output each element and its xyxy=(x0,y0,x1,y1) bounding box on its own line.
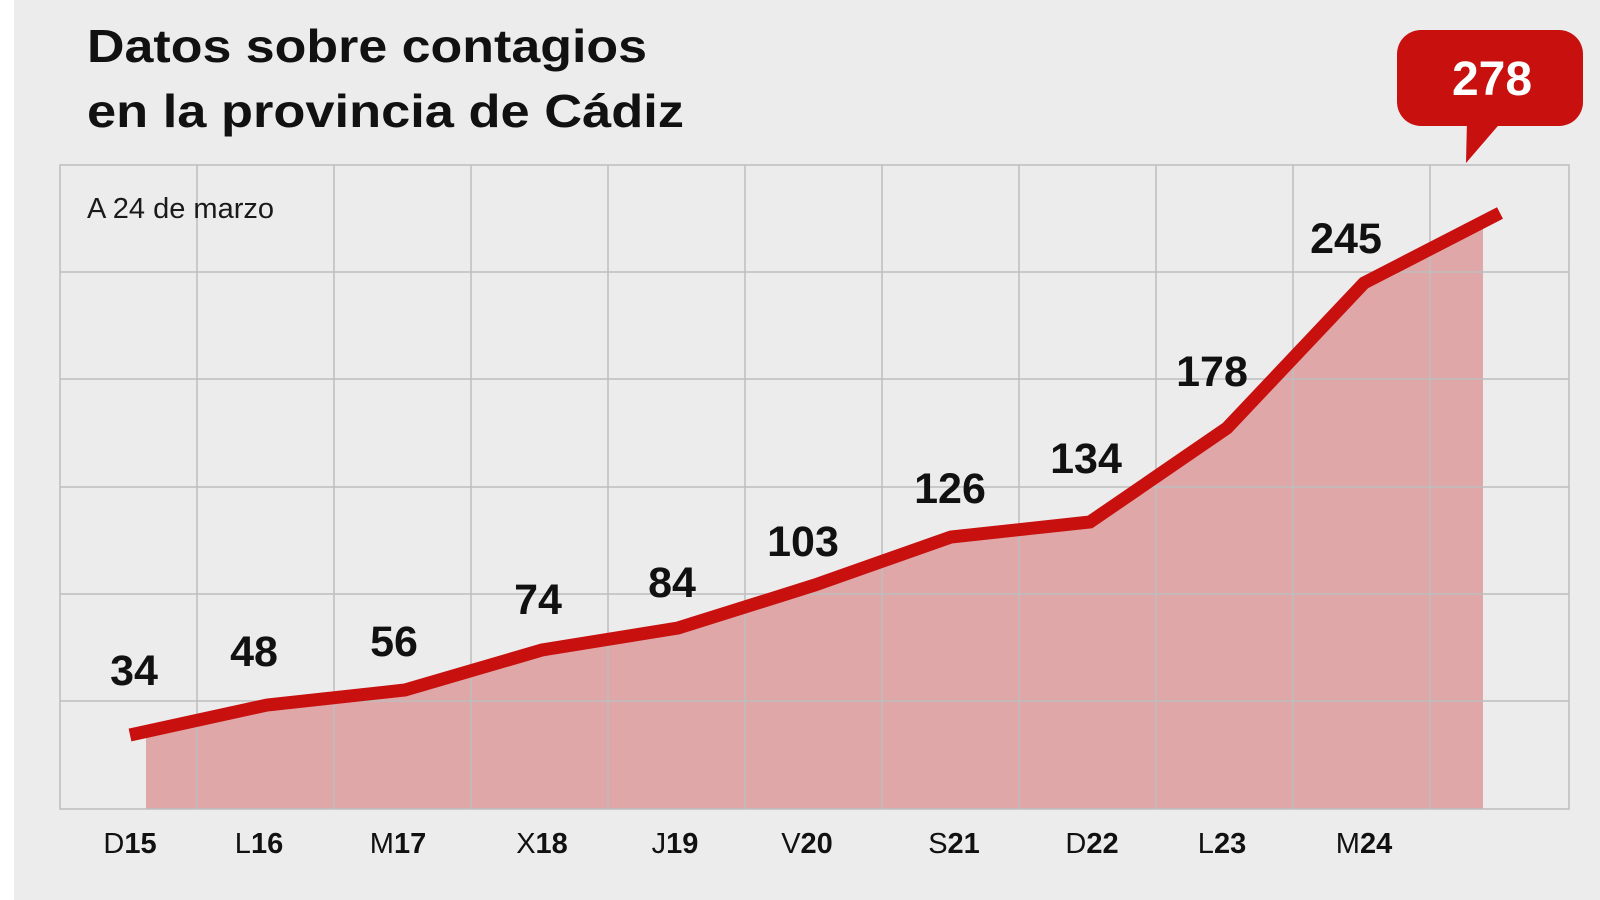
chart-title-line2: en la provincia de Cádiz xyxy=(87,85,684,137)
x-label: L16 xyxy=(235,828,283,860)
value-label: 56 xyxy=(370,618,418,666)
data-line xyxy=(128,207,1503,742)
x-label: X18 xyxy=(516,828,568,860)
value-label: 245 xyxy=(1310,215,1382,263)
x-label: M17 xyxy=(370,828,426,860)
x-label: L23 xyxy=(1198,828,1246,860)
value-label: 103 xyxy=(767,518,839,566)
x-label: M24 xyxy=(1336,828,1392,860)
value-label: 34 xyxy=(110,647,158,695)
callout-pointer-icon xyxy=(1466,120,1503,163)
x-label: J19 xyxy=(652,828,699,860)
value-label: 126 xyxy=(914,465,986,513)
x-label: D15 xyxy=(103,828,156,860)
value-label: 134 xyxy=(1050,435,1122,483)
callout-value: 278 xyxy=(1452,53,1532,106)
value-label: 74 xyxy=(514,576,562,624)
value-labels: 34 48 56 74 84 103 126 134 178 245 xyxy=(110,215,1382,695)
value-label: 48 xyxy=(230,628,278,676)
gridlines xyxy=(59,164,1570,810)
x-label: S21 xyxy=(928,828,980,860)
callout-bubble xyxy=(1397,30,1583,126)
area-fill xyxy=(146,222,1483,809)
x-label: V20 xyxy=(781,828,833,860)
x-label: D22 xyxy=(1065,828,1118,860)
x-axis-labels: D15 L16 M17 X18 J19 V20 S21 D22 L23 M24 xyxy=(103,828,1392,860)
chart-title-line1: Datos sobre contagios xyxy=(87,20,647,72)
value-label: 84 xyxy=(648,559,696,607)
chart-subtitle: A 24 de marzo xyxy=(87,193,274,225)
value-label: 178 xyxy=(1176,348,1248,396)
latest-value-callout: 278 xyxy=(1397,30,1583,163)
